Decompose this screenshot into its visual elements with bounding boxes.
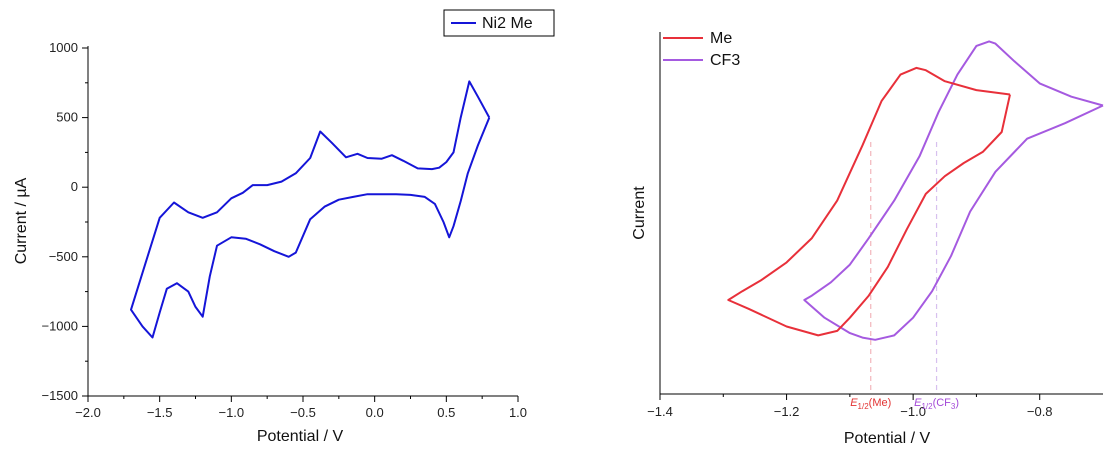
left-y-tick-label: 1000 <box>49 40 78 55</box>
left-x-tick-label: 0.5 <box>437 405 455 420</box>
right-chart: −1.4 −1.2 −1.0 −0.8 E1/2(Me) E1/2(CF3) Poten… <box>631 30 1104 447</box>
left-y-tick-label: −1500 <box>41 388 78 403</box>
left-x-tick-label: −2.0 <box>75 405 101 420</box>
left-y-tick-label: 0 <box>71 179 78 194</box>
left-x-tick-label: 1.0 <box>509 405 527 420</box>
e-half-marker-label: E1/2(CF3) <box>914 397 959 411</box>
right-series-layer <box>727 40 1104 341</box>
left-y-tick-label: −500 <box>49 249 78 264</box>
left-x-tick-label: −1.0 <box>218 405 244 420</box>
right-legend-label-me: Me <box>710 30 732 47</box>
right-x-tick-label: −1.0 <box>900 404 926 419</box>
right-x-tick-label: −0.8 <box>1027 404 1053 419</box>
e-half-marker-label: E1/2(Me) <box>850 397 891 411</box>
left-y-ticks: −1500 −1000 −500 0 500 1000 <box>41 40 88 403</box>
left-y-axis-title: Current / µA <box>13 177 30 264</box>
left-series-layer <box>130 80 491 339</box>
left-x-tick-label: −1.5 <box>147 405 173 420</box>
left-chart: −1500 −1000 −500 0 500 1000 −2.0 −1.5 −1.0 −0.5 0… <box>13 9 555 445</box>
right-y-axis-title: Current <box>631 186 648 240</box>
series-line-ni2-me <box>130 80 491 339</box>
left-legend-label-ni2-me: Ni2 Me <box>482 15 533 32</box>
right-x-tick-label: −1.2 <box>774 404 800 419</box>
series-line-me <box>727 66 1011 337</box>
right-x-ticks: −1.4 −1.2 −1.0 −0.8 <box>647 394 1053 419</box>
left-legend: Ni2 Me <box>443 9 555 37</box>
left-x-tick-label: 0.0 <box>366 405 384 420</box>
left-x-axis-title: Potential / V <box>257 428 344 445</box>
right-legend: Me CF3 <box>663 30 740 69</box>
left-y-tick-label: −1000 <box>41 318 78 333</box>
right-annotations: E1/2(Me) E1/2(CF3) <box>850 142 959 411</box>
right-legend-label-cf3: CF3 <box>710 52 740 69</box>
right-x-tick-label: −1.4 <box>647 404 673 419</box>
left-y-tick-label: 500 <box>56 110 78 125</box>
series-line-cf3 <box>803 40 1104 341</box>
right-x-axis-title: Potential / V <box>844 430 931 447</box>
left-x-ticks: −2.0 −1.5 −1.0 −0.5 0.0 0.5 1.0 <box>75 396 527 420</box>
left-x-tick-label: −0.5 <box>290 405 316 420</box>
